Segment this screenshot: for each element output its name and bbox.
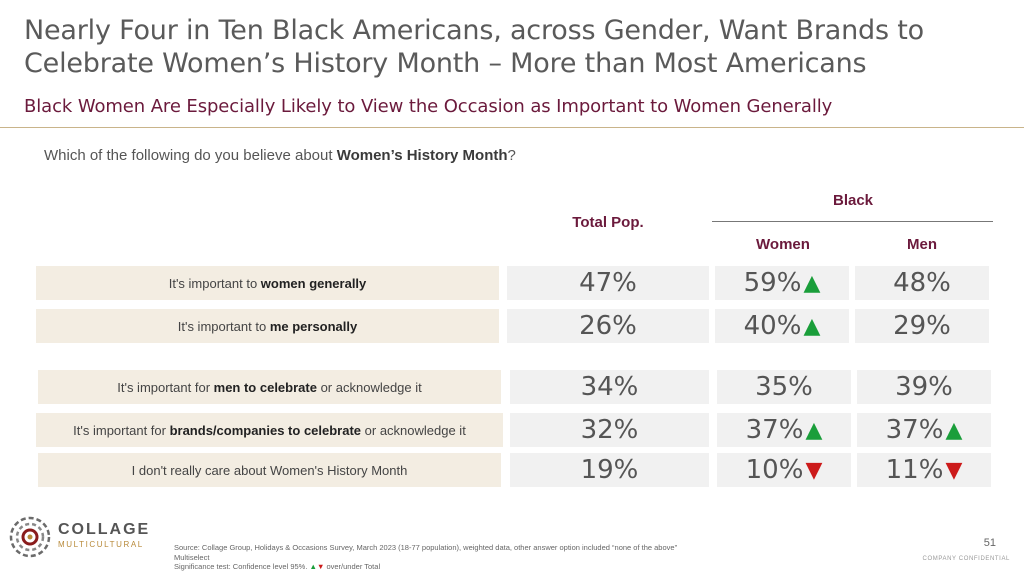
men-value: 48% (893, 268, 951, 298)
question-bold: Women’s History Month (336, 147, 508, 164)
men-value-cell: 37% ▲ (857, 413, 991, 447)
slide-title: Nearly Four in Ten Black Americans, acro… (24, 15, 924, 79)
women-value-cell: 10% ▼ (717, 453, 851, 487)
header-group-black: Black (832, 192, 874, 209)
women-value-cell: 59% ▲ (715, 266, 849, 300)
men-value-cell: 29% (855, 309, 989, 343)
source-note: Source: Collage Group, Holidays & Occasi… (174, 543, 677, 572)
table-row: It's important to women generally 47% 59% ▲… (0, 266, 1024, 300)
question-suffix: ? (507, 147, 516, 164)
row-label-pre: It's important for (117, 379, 214, 395)
men-value: 37% (885, 415, 944, 445)
sig-up-arrow-icon: ▲ (945, 417, 963, 443)
total-value: 19% (580, 455, 639, 485)
row-label: It's important for brands/companies to c… (36, 413, 503, 447)
total-value-cell: 47% (507, 266, 709, 300)
total-value: 47% (579, 268, 637, 298)
collage-logo-icon (9, 516, 51, 558)
row-label-bold: men to celebrate (213, 379, 317, 395)
sig-up-arrow-icon: ▲ (805, 417, 823, 443)
sig-note-prefix: Significance test: Confidence level 95%. (174, 562, 310, 571)
women-value: 10% (745, 455, 804, 485)
row-label-pre: It's important to (168, 275, 261, 291)
men-value: 11% (885, 455, 944, 485)
row-label-post: or acknowledge it (361, 422, 466, 438)
women-value-cell: 37% ▲ (717, 413, 851, 447)
women-value: 59% (743, 268, 802, 298)
header-men: Men (907, 236, 937, 253)
logo-sub-text: MULTICULTURAL (58, 540, 144, 549)
total-value-cell: 26% (507, 309, 709, 343)
row-label-bold: brands/companies to celebrate (169, 422, 362, 438)
confidential-label: COMPANY CONFIDENTIAL (922, 556, 1010, 562)
logo-wordmark: COLLAGE MULTICULTURAL (58, 521, 150, 549)
question-prefix: Which of the following do you believe ab… (44, 147, 337, 164)
page-number: 51 (983, 537, 996, 549)
men-value-cell: 48% (855, 266, 989, 300)
table-row: It's important to me personally 26% 40% ▲ 29… (0, 309, 1024, 343)
row-label-pre: It's important to (177, 318, 270, 334)
women-value: 40% (743, 311, 802, 341)
row-label-pre: I don't really care about Women's Histor… (131, 462, 408, 478)
total-value-cell: 19% (510, 453, 709, 487)
row-label: It's important to me personally (36, 309, 499, 343)
sig-note-suffix: over/under Total (324, 562, 381, 571)
group-underline (712, 221, 993, 222)
table-row: I don't really care about Women's Histor… (0, 453, 1024, 487)
row-label-post: or acknowledge it (316, 379, 422, 395)
logo-main-text: COLLAGE (58, 521, 151, 538)
survey-question: Which of the following do you believe ab… (44, 147, 516, 164)
sig-up-arrow-icon: ▲ (803, 313, 821, 339)
down-arrow-icon: ▼ (316, 562, 325, 571)
header-women: Women (756, 236, 810, 253)
sig-down-arrow-icon: ▼ (805, 457, 823, 483)
source-line-3: Significance test: Confidence level 95%.… (174, 562, 677, 572)
women-value-cell: 35% (717, 370, 851, 404)
title-divider (0, 127, 1024, 128)
women-value: 37% (745, 415, 804, 445)
women-value: 35% (755, 372, 813, 402)
row-label-pre: It's important for (73, 422, 170, 438)
row-label: It's important to women generally (36, 266, 499, 300)
slide-subtitle: Black Women Are Especially Likely to Vie… (24, 96, 833, 117)
total-value: 32% (580, 415, 639, 445)
sig-down-arrow-icon: ▼ (945, 457, 963, 483)
women-value-cell: 40% ▲ (715, 309, 849, 343)
row-label-bold: women generally (260, 275, 367, 291)
total-value: 34% (580, 372, 639, 402)
men-value-cell: 39% (857, 370, 991, 404)
table-row: It's important for brands/companies to c… (0, 413, 1024, 447)
men-value: 39% (895, 372, 953, 402)
total-value-cell: 32% (510, 413, 709, 447)
row-label: It's important for men to celebrate or a… (38, 370, 501, 404)
total-value-cell: 34% (510, 370, 709, 404)
sig-up-arrow-icon: ▲ (803, 270, 821, 296)
source-line-2: Multiselect (174, 552, 210, 562)
source-line-1: Source: Collage Group, Holidays & Occasi… (174, 543, 678, 552)
men-value-cell: 11% ▼ (857, 453, 991, 487)
row-label: I don't really care about Women's Histor… (38, 453, 501, 487)
total-value: 26% (579, 311, 637, 341)
table-row: It's important for men to celebrate or a… (0, 370, 1024, 404)
header-total: Total Pop. (572, 214, 644, 231)
row-label-bold: me personally (269, 318, 358, 334)
up-arrow-icon: ▲ (309, 562, 317, 571)
men-value: 29% (893, 311, 951, 341)
